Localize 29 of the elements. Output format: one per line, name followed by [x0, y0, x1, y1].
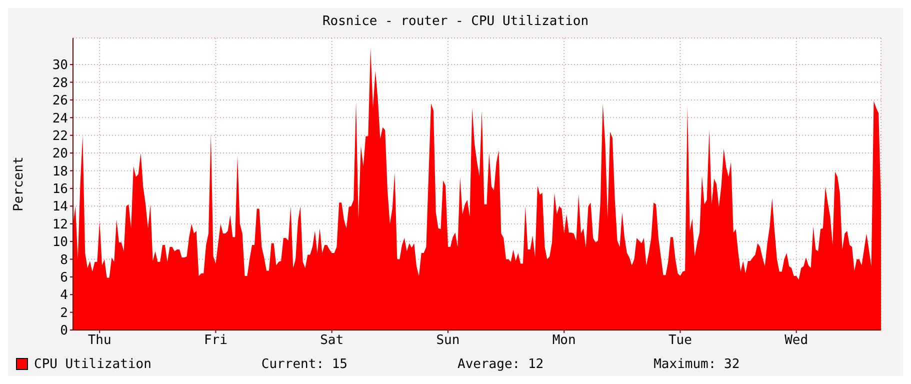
y-tick-label: 2	[60, 306, 68, 321]
x-tick-label: Sun	[436, 333, 460, 348]
x-tick-label: Mon	[552, 333, 576, 348]
y-tick-label: 12	[52, 217, 68, 232]
text: Current: 15	[261, 356, 348, 372]
y-tick-label: 26	[52, 94, 68, 109]
y-tick-label: 16	[52, 182, 68, 198]
y-tick-label: 6	[60, 270, 68, 286]
legend-label: CPU Utilization	[34, 356, 152, 372]
y-tick-label: 4	[60, 288, 68, 304]
y-tick-label: 22	[52, 128, 68, 144]
y-axis-title: Percent	[12, 156, 27, 212]
y-tick-label: 30	[52, 58, 68, 74]
y-tick-label: 24	[52, 111, 68, 126]
x-tick-label: Tue	[668, 333, 692, 348]
y-tick-label: 8	[60, 252, 68, 268]
x-tick-label: Wed	[784, 333, 808, 348]
y-tick-label: 20	[52, 146, 68, 162]
y-tick-label: 10	[52, 235, 68, 250]
x-tick-label: Sat	[320, 333, 344, 348]
text: Average: 12	[458, 356, 544, 372]
text: Maximum: 32	[654, 356, 740, 372]
chart-title: Rosnice - router - CPU Utilization	[321, 13, 590, 31]
y-tick-label: 18	[52, 164, 68, 180]
y-tick-label: 28	[52, 76, 68, 91]
x-tick-label: Thu	[88, 333, 112, 348]
y-tick-label: 0	[60, 324, 68, 339]
x-tick-label: Fri	[204, 333, 228, 348]
y-tick-label: 14	[52, 200, 68, 215]
